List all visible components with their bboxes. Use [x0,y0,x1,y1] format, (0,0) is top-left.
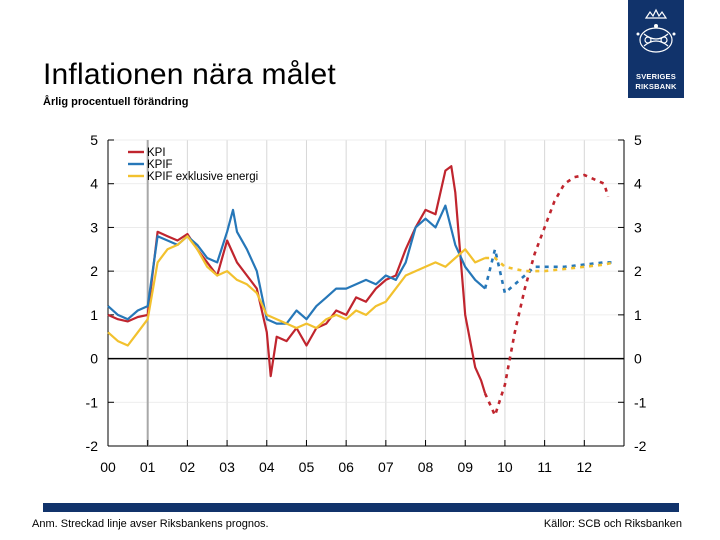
y-tick-label-left: -2 [86,438,99,454]
chart-axes: -2 -2-1 -10 01 12 23 34 45 500 01 02 03 04 05 06 07 08 09… [86,132,647,475]
x-tick-label: 10 [497,459,513,475]
y-tick-label-right: 3 [634,219,642,235]
y-tick-label-left: -1 [86,394,99,410]
page-title: Inflationen nära målet [43,58,336,91]
crown-emblem-icon [636,8,676,53]
chart-series [107,165,615,420]
x-tick-label: 07 [378,459,394,475]
x-tick-label: 05 [299,459,315,475]
y-tick-label-right: 1 [634,307,642,323]
y-tick-label-left: 1 [90,307,98,323]
x-tick-label: 02 [180,459,196,475]
x-tick-label: 09 [457,459,473,475]
legend-label-kpif: KPIF [147,159,173,171]
y-tick-label-left: 4 [90,176,98,192]
x-tick-label: 06 [338,459,354,475]
y-tick-label-right: -2 [634,438,647,454]
series-forecast-kpi [483,173,610,420]
y-tick-label-left: 3 [90,219,98,235]
sources-note: Källor: SCB och Riksbanken [543,518,682,530]
y-tick-label-left: 0 [90,351,98,367]
x-tick-label: 08 [418,459,434,475]
series-forecast-kpif [483,248,615,296]
inflation-chart: -2 -2-1 -10 01 12 23 34 45 500 01 02 03 04 05 06 07 08 09… [86,132,647,475]
x-tick-label: 11 [537,459,552,475]
x-tick-label: 12 [577,459,593,475]
footer-bar [43,503,679,512]
y-tick-label-right: 0 [634,351,642,367]
x-tick-label: 00 [100,459,116,475]
series-line-kpif_ex [107,235,486,347]
legend-label-kpi: KPI [147,147,166,159]
series-line-kpi [107,165,487,394]
y-tick-label-right: 2 [634,263,642,279]
y-tick-label-right: 5 [634,132,642,148]
legend-label-kpif_ex: KPIF exklusive energi [147,171,258,183]
series-forecast-kpif_ex [485,256,615,273]
x-tick-label: 03 [219,459,235,475]
forecast-footnote: Anm. Streckad linje avser Riksbankens pr… [32,518,269,530]
x-tick-label: 01 [140,459,156,475]
y-tick-label-left: 2 [90,263,98,279]
logo-text-line2: RIKSBANK [635,82,677,91]
x-tick-label: 04 [259,459,275,475]
chart-subtitle: Årlig procentuell förändring [43,96,189,108]
y-tick-label-right: -1 [634,394,647,410]
series-line-kpif [107,204,486,325]
logo-text-line1: SVERIGES [636,72,676,81]
y-tick-label-right: 4 [634,176,642,192]
y-tick-label-left: 5 [90,132,98,148]
riksbank-logo: SVERIGES RIKSBANK [628,0,684,98]
chart-grid [107,139,625,447]
